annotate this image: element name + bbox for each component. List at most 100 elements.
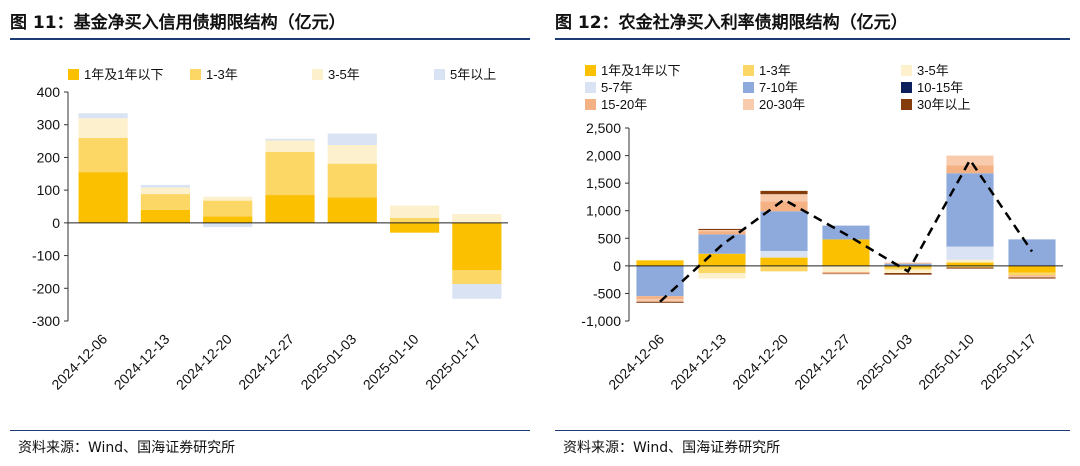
right-legend-label: 3-5年 (917, 63, 949, 78)
right-bar-segment (884, 263, 932, 266)
left-bar-segment (327, 197, 377, 223)
left-title-rule (10, 38, 530, 40)
right-legend-label: 5-7年 (601, 80, 633, 95)
right-bar-segment (698, 234, 746, 254)
right-title-rule (555, 38, 1070, 40)
right-bar-segment (884, 262, 932, 264)
left-bar-segment (140, 194, 191, 210)
left-x-tick-label: 2025-01-03 (297, 331, 359, 393)
left-y-tick-label: 300 (37, 117, 61, 133)
right-bar-segment (760, 201, 808, 212)
right-bar-segment (822, 239, 870, 266)
right-bar-segment (760, 190, 808, 195)
right-bar-segment (636, 296, 684, 299)
right-bar-segment (760, 257, 808, 266)
left-legend-label: 3-5年 (328, 67, 360, 82)
left-y-tick-label: 400 (37, 84, 61, 100)
left-bar-segment (140, 184, 191, 188)
left-bar-segment (452, 222, 502, 271)
left-source: 资料来源：Wind、国海证券研究所 (18, 440, 236, 456)
right-legend-swatch (743, 65, 754, 76)
right-y-tick-label: 2,500 (586, 120, 621, 136)
right-bar-segment (946, 262, 994, 266)
left-y-tick-label: 200 (37, 149, 61, 165)
right-x-tick-label: 2025-01-17 (977, 331, 1039, 393)
right-x-tick-label: 2025-01-10 (915, 331, 977, 393)
left-bar-segment (265, 151, 315, 196)
right-bar-segment (822, 271, 870, 274)
right-bar-segment (884, 267, 932, 270)
right-bar-segment (946, 246, 994, 260)
left-y-tick-label: 0 (52, 215, 60, 231)
right-bar-segment (1008, 272, 1056, 276)
right-y-tick-label: -1,000 (581, 313, 621, 329)
left-x-tick-label: 2024-12-20 (173, 331, 235, 393)
left-bar-segment (203, 216, 253, 223)
right-bar-segment (822, 225, 870, 240)
left-legend-swatch (190, 69, 201, 80)
right-source: 资料来源：Wind、国海证券研究所 (563, 440, 781, 456)
right-bar-segment (1008, 276, 1056, 278)
left-bar-segment (203, 200, 253, 217)
left-legend-swatch (312, 69, 323, 80)
right-bar-segment (1008, 265, 1056, 273)
right-bar-segment (946, 173, 994, 247)
right-x-tick-label: 2025-01-03 (853, 331, 915, 393)
right-bar-segment (884, 263, 932, 264)
left-bar-segment (265, 140, 315, 152)
left-bar-segment (389, 222, 440, 233)
right-legend-label: 1-3年 (759, 63, 791, 78)
right-legend-swatch (743, 82, 754, 93)
left-bar-segment (327, 163, 377, 198)
left-legend-label: 1年及1年以下 (84, 67, 163, 82)
right-legend-swatch (585, 99, 596, 110)
right-bar-segment (1008, 239, 1056, 266)
left-y-tick-label: -300 (32, 313, 60, 329)
right-bar-segment (760, 265, 808, 272)
right-bar-segment (698, 273, 746, 279)
right-legend-swatch (901, 99, 912, 110)
right-chart: 1年及1年以下 1-3年 3-5年 5-7年 7-10年 10-15年 15-20年 20-3… (581, 63, 1063, 393)
left-bar-segment (327, 144, 377, 164)
right-y-tick-label: 2,000 (586, 148, 621, 164)
right-total-line (659, 157, 1034, 303)
left-y-tick-label: -200 (32, 280, 60, 296)
right-bar-segment (822, 265, 870, 272)
left-panel: 图 11：基金净买入信用债期限结构（亿元） 1年及1年以下 1-3年 3-5年 5年以… (10, 13, 530, 456)
right-bar-segment (946, 165, 994, 174)
right-legend-swatch (743, 99, 754, 110)
left-bar-segment (452, 214, 502, 223)
right-legend-label: 10-15年 (917, 80, 963, 95)
right-bar-segment (760, 250, 808, 258)
left-bar-segment (78, 137, 128, 173)
left-y-tick-label: 100 (37, 182, 61, 198)
left-bar-segment (78, 118, 128, 138)
right-title: 图 12：农金社净买入利率债期限结构（亿元） (555, 13, 908, 33)
left-bar-segment (389, 217, 440, 223)
left-bar-segment (452, 270, 502, 285)
left-bar-segment (203, 222, 253, 228)
right-y-tick-label: 0 (613, 258, 621, 274)
right-x-tick-label: 2024-12-06 (605, 331, 667, 393)
right-x-tick-label: 2024-12-27 (791, 331, 853, 393)
left-y-tick-label: -100 (32, 248, 60, 264)
left-x-tick-label: 2025-01-17 (422, 331, 484, 393)
left-bar-segment (389, 205, 440, 218)
left-bar-segment (327, 133, 377, 145)
right-bar-segment (698, 231, 746, 235)
left-x-tick-label: 2024-12-06 (48, 331, 110, 393)
right-source-rule (555, 430, 1070, 431)
right-bar-segment (698, 230, 746, 232)
left-bar-segment (265, 195, 315, 223)
left-title: 图 11：基金净买入信用债期限结构（亿元） (10, 13, 346, 33)
left-bar-segment (203, 196, 253, 201)
right-bar-segment (760, 211, 808, 251)
left-bar-segment (140, 187, 191, 195)
right-legend-swatch (585, 82, 596, 93)
right-legend-swatch (585, 65, 596, 76)
right-bar-segment (946, 267, 994, 269)
right-legend-swatch (901, 65, 912, 76)
right-legend-label: 1年及1年以下 (601, 63, 680, 78)
right-legend-label: 7-10年 (759, 80, 798, 95)
left-x-tick-label: 2025-01-10 (360, 331, 422, 393)
